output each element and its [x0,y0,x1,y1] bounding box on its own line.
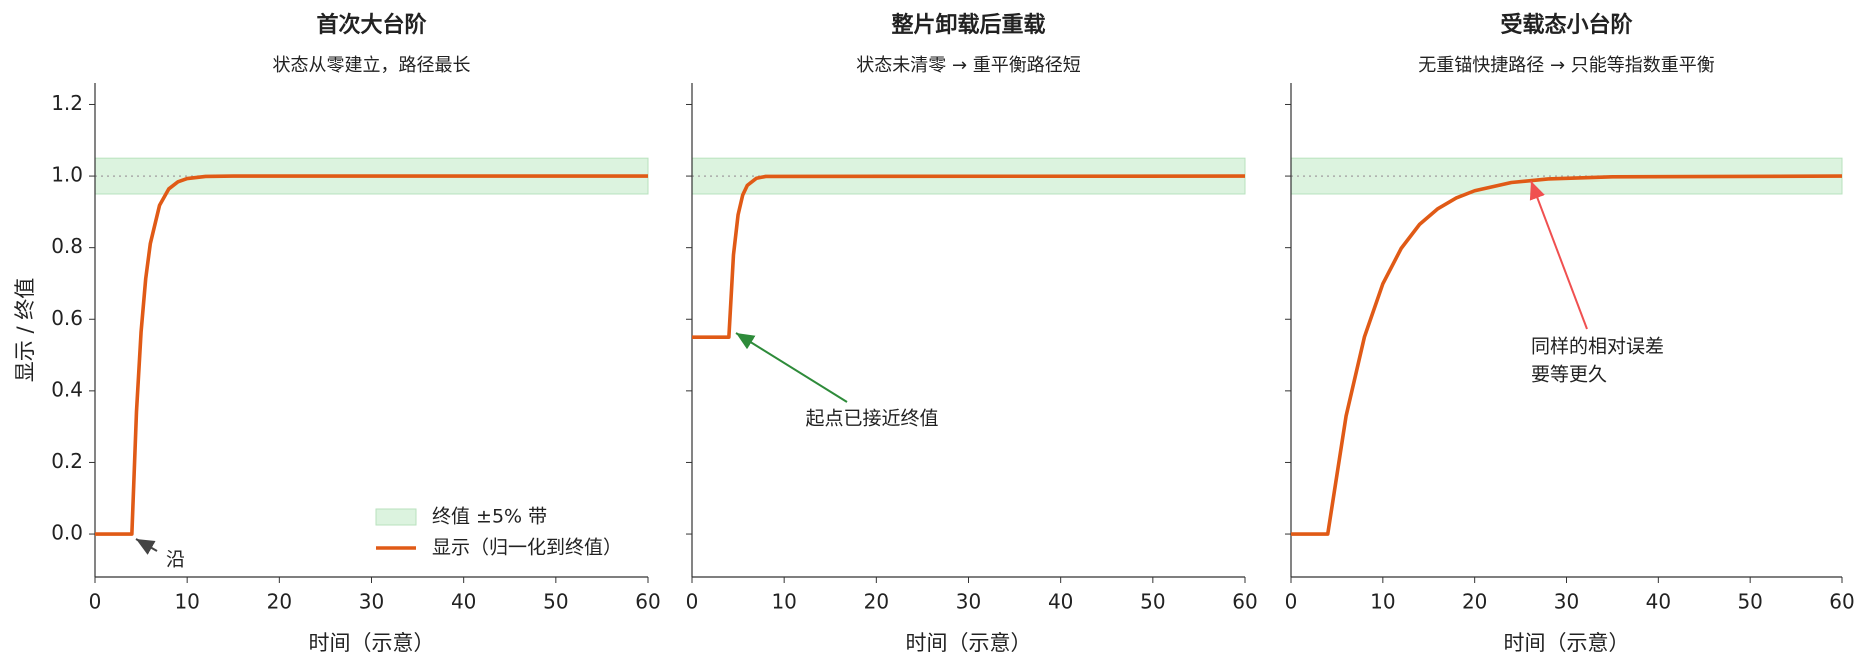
annotation: 沿 [166,549,185,571]
x-tick-label: 50 [1737,590,1762,614]
x-tick-label: 30 [1554,590,1579,614]
x-tick-label: 40 [1048,590,1073,614]
x-tick-label: 0 [1285,590,1298,614]
x-tick-label: 60 [1829,590,1854,614]
y-tick-label: 0.2 [51,449,83,473]
x-axis-label: 时间（示意） [309,631,435,655]
x-tick-label: 10 [771,590,796,614]
annotation: 要等更久 [1531,364,1607,386]
legend-swatch [375,508,417,526]
panel-title: 受载态小台阶 [1500,12,1633,38]
annotation: 同样的相对误差 [1531,336,1664,358]
x-tick-label: 20 [1462,590,1487,614]
data-line [692,174,1246,339]
y-tick-label: 0.0 [51,521,83,545]
x-tick-label: 40 [451,590,476,614]
x-tick-label: 50 [543,590,568,614]
x-axis-label: 时间（示意） [906,631,1032,655]
annotation: 起点已接近终值 [805,408,938,430]
annotation-arrow [135,538,158,555]
panel-subtitle: 无重锚快捷路径 → 只能等指数重平衡 [1418,55,1715,76]
y-tick-label: 1.2 [51,91,83,115]
x-tick-label: 40 [1646,590,1671,614]
y-tick-label: 0.4 [51,377,83,401]
x-tick-label: 30 [359,590,384,614]
annotation-arrow [735,332,848,403]
x-tick-label: 50 [1140,590,1165,614]
data-line [95,174,648,536]
x-tick-label: 20 [864,590,889,614]
x-tick-label: 10 [174,590,199,614]
panel-title: 首次大台阶 [316,12,427,38]
y-tick-label: 1.0 [51,163,83,187]
y-tick-label: 0.8 [51,234,83,258]
panel-subtitle: 状态从零建立，路径最长 [273,55,471,76]
x-tick-label: 60 [635,590,660,614]
x-tick-label: 60 [1232,590,1257,614]
panel-title: 整片卸载后重载 [891,12,1045,38]
x-tick-label: 30 [956,590,981,614]
x-tick-label: 10 [1370,590,1395,614]
legend-label: 显示（归一化到终值） [432,537,622,559]
legend-label: 终值 ±5% 带 [432,506,547,528]
annotation-arrow [1529,180,1588,330]
x-tick-label: 0 [686,590,699,614]
data-line [1291,174,1843,536]
y-tick-label: 0.6 [51,306,83,330]
panel-subtitle: 状态未清零 → 重平衡路径短 [856,55,1081,76]
x-axis-label: 时间（示意） [1504,631,1630,655]
x-tick-label: 20 [267,590,292,614]
y-axis-label: 显示 / 终值 [13,278,37,382]
x-tick-label: 0 [89,590,102,614]
